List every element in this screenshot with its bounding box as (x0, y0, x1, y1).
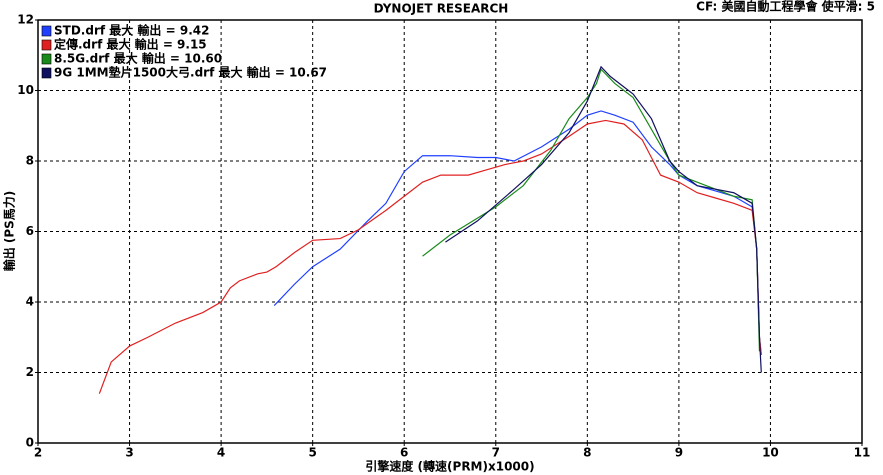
legend-swatch (41, 39, 52, 51)
legend-swatch (41, 67, 52, 79)
y-tick-label: 8 (26, 154, 34, 168)
legend-label: 8.5G.drf 最大 輸出 = 10.60 (54, 51, 222, 66)
y-tick-label: 12 (17, 13, 34, 27)
plot-area (38, 20, 862, 443)
x-tick-label: 3 (125, 446, 133, 460)
series-line (422, 68, 761, 352)
x-tick-label: 4 (217, 446, 225, 460)
chart-title: DYNOJET RESEARCH (374, 2, 509, 16)
y-tick-label: 6 (26, 224, 34, 238)
series-line (98, 119, 762, 394)
series-line (445, 65, 762, 373)
x-tick-label: 8 (583, 446, 591, 460)
x-tick-label: 5 (308, 446, 316, 460)
y-tick-label: 4 (26, 295, 34, 309)
x-tick-label: 7 (492, 446, 500, 460)
y-tick-label: 0 (26, 436, 34, 450)
chart-subtitle: CF: 美國自動工程學會 使平滑: 5 (696, 0, 875, 14)
legend-label: 定傳.drf 最大 輸出 = 9.15 (54, 37, 207, 52)
x-axis-label: 引擎速度 (轉速(PRM)x1000) (365, 459, 534, 474)
x-tick-label: 6 (400, 446, 408, 460)
y-axis-label: 輸出 (PS馬力) (2, 191, 17, 272)
y-tick-label: 2 (26, 365, 34, 379)
x-tick-label: 2 (34, 446, 42, 460)
plot-border (37, 19, 863, 444)
y-tick-label: 10 (17, 83, 34, 97)
x-tick-label: 10 (762, 446, 779, 460)
legend-label: 9G 1MM墊片1500大弓.drf 最大 輸出 = 10.67 (54, 65, 327, 80)
legend-swatch (41, 25, 52, 37)
legend-label: STD.drf 最大 輸出 = 9.42 (54, 23, 209, 38)
x-tick-label: 11 (854, 446, 871, 460)
x-tick-label: 9 (675, 446, 683, 460)
legend-swatch (41, 53, 52, 65)
series-line (273, 110, 762, 355)
